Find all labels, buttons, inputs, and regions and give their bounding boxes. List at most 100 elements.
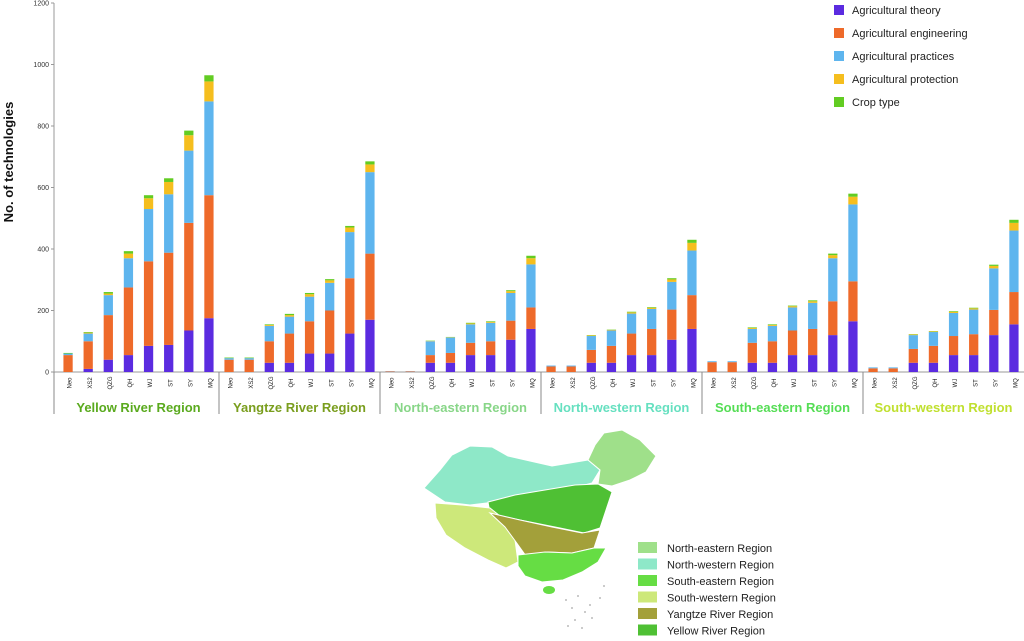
bar-segment bbox=[264, 362, 274, 372]
bar-segment bbox=[204, 101, 214, 196]
bar-segment bbox=[244, 358, 254, 360]
bar-segment bbox=[667, 279, 677, 282]
bar-segment bbox=[264, 325, 274, 342]
bar-segment bbox=[506, 292, 516, 321]
x-tick-label: MQ bbox=[692, 378, 698, 388]
bar-segment bbox=[204, 81, 214, 102]
map-legend-swatch bbox=[638, 608, 657, 619]
x-tick-label: WJ bbox=[953, 379, 959, 388]
x-tick-label: QH bbox=[933, 379, 939, 388]
x-tick-label: Neo bbox=[390, 377, 396, 389]
bar-segment bbox=[486, 321, 496, 323]
bar-segment bbox=[304, 296, 315, 322]
x-tick-label: MQ bbox=[531, 378, 537, 388]
x-tick-label: WJ bbox=[470, 379, 476, 388]
bar-segment bbox=[989, 264, 999, 266]
bar-segment bbox=[767, 341, 778, 363]
bar-segment bbox=[928, 331, 939, 333]
bar-segment bbox=[83, 368, 93, 372]
bar-segment bbox=[566, 365, 576, 367]
map-legend-label: Yangtze River Region bbox=[667, 609, 773, 621]
x-tick-labels: Neo XS2 QZG QH WJ ST SY MQ Neo XS2 QZG QH WJ ST SY MQ Ne… bbox=[68, 376, 1020, 389]
bar-segment bbox=[83, 341, 93, 369]
bar-segment bbox=[787, 305, 798, 307]
bar-segment bbox=[707, 361, 717, 363]
x-tick-label: MQ bbox=[209, 378, 215, 388]
bar-segment bbox=[325, 310, 335, 354]
map-hainan-island bbox=[543, 586, 555, 594]
bar-segment bbox=[667, 281, 677, 310]
bar-segment bbox=[606, 330, 617, 346]
x-tick-label: QZG bbox=[752, 376, 758, 389]
bar-segment bbox=[647, 307, 657, 308]
bar-segment bbox=[465, 355, 476, 372]
bar-segment bbox=[828, 258, 838, 302]
bar-segment bbox=[969, 307, 979, 309]
x-tick-label: Neo bbox=[68, 377, 74, 389]
bar-segment bbox=[888, 368, 898, 372]
x-tick-label: SY bbox=[993, 379, 999, 387]
region-label: South-western Region bbox=[875, 400, 1013, 415]
x-tick-label: QH bbox=[772, 379, 778, 388]
x-tick-label: QZG bbox=[430, 376, 436, 389]
x-tick-label: XS2 bbox=[732, 377, 738, 389]
bar-segment bbox=[566, 366, 576, 372]
bar-segment bbox=[284, 316, 295, 334]
bar-segment bbox=[143, 195, 154, 199]
bar-segment bbox=[445, 337, 456, 353]
x-tick-label: SY bbox=[510, 379, 516, 387]
bar-segment bbox=[1009, 230, 1019, 293]
x-tick-label: Neo bbox=[873, 377, 879, 389]
bar-segment bbox=[747, 362, 757, 372]
bar-segment bbox=[969, 355, 979, 372]
x-tick-label: ST bbox=[168, 379, 174, 387]
bar-segment bbox=[143, 209, 154, 262]
bar-segment bbox=[586, 349, 596, 363]
bar-segment bbox=[365, 172, 375, 254]
bar-segment bbox=[969, 334, 979, 356]
bar-segment bbox=[546, 365, 556, 367]
bar-segment bbox=[626, 333, 637, 356]
bar-segment bbox=[486, 341, 496, 356]
bar-segment bbox=[928, 332, 939, 346]
bar-segment bbox=[848, 193, 858, 197]
bar-segment bbox=[123, 258, 134, 288]
bar-segment bbox=[63, 353, 73, 356]
bar-segment bbox=[325, 280, 335, 283]
bar-segment bbox=[747, 327, 757, 329]
region-label: Yangtze River Region bbox=[233, 400, 366, 415]
x-tick-label: SY bbox=[188, 379, 194, 387]
bar-segment bbox=[808, 355, 818, 372]
x-tick-label: QH bbox=[611, 379, 617, 388]
bar-segment bbox=[969, 309, 979, 335]
bar-segment bbox=[767, 362, 778, 372]
bar-segment bbox=[325, 282, 335, 311]
bar-segment bbox=[486, 355, 496, 372]
y-tick-label: 1000 bbox=[33, 62, 49, 69]
map-legend-swatch bbox=[638, 591, 657, 603]
x-tick-label: MQ bbox=[370, 378, 376, 388]
bar-segment bbox=[1009, 292, 1019, 325]
bar-segment bbox=[586, 362, 596, 372]
legend-swatch bbox=[834, 5, 844, 15]
bar-segment bbox=[1009, 222, 1019, 231]
map-legend-label: South-western Region bbox=[667, 593, 776, 605]
y-tick-label: 200 bbox=[37, 308, 49, 315]
x-tick-label: WJ bbox=[631, 379, 637, 388]
bar-segment bbox=[626, 355, 637, 372]
bar-segment bbox=[747, 328, 757, 343]
bar-segment bbox=[465, 322, 476, 324]
bars bbox=[63, 75, 1019, 372]
x-tick-label: WJ bbox=[309, 379, 315, 388]
bar-segment bbox=[184, 135, 194, 151]
bar-segment bbox=[445, 362, 456, 372]
bar-segment bbox=[486, 321, 496, 322]
bar-segment bbox=[103, 315, 113, 360]
region-label: North-western Region bbox=[554, 400, 690, 415]
bar-segment bbox=[888, 367, 898, 369]
bar-segment bbox=[123, 253, 134, 259]
bar-segment bbox=[767, 325, 778, 342]
bar-segment bbox=[224, 359, 234, 372]
legend-label: Crop type bbox=[852, 97, 900, 109]
